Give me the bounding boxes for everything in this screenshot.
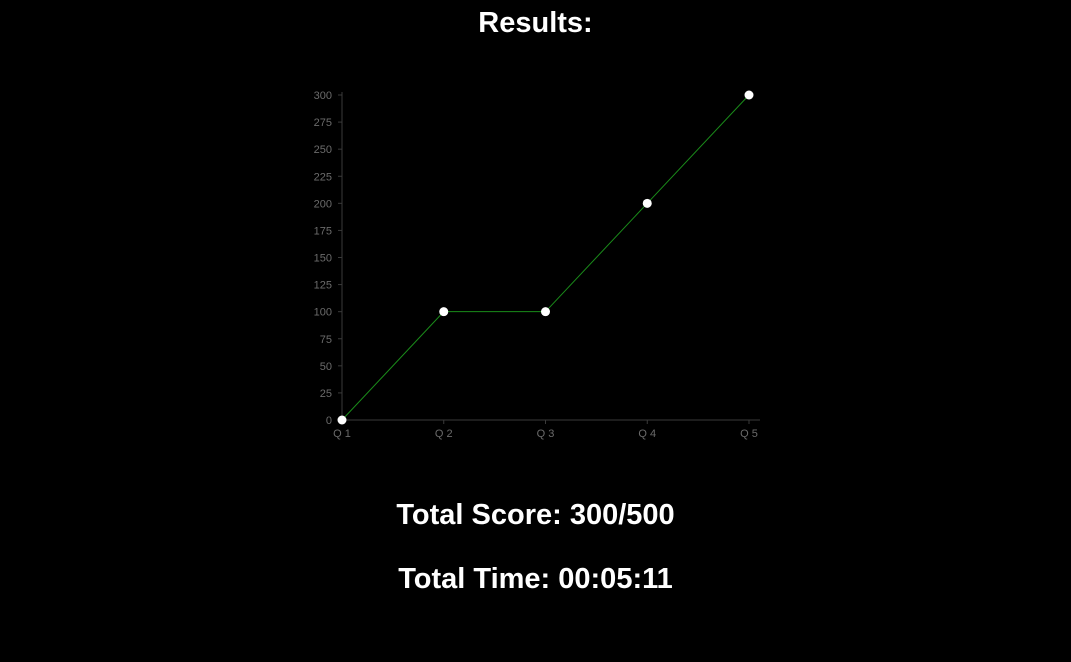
- y-tick-label: 75: [320, 334, 332, 346]
- y-tick-label: 275: [314, 117, 332, 129]
- y-tick-label: 300: [314, 90, 332, 102]
- score-point: [541, 307, 550, 317]
- y-tick-label: 150: [314, 253, 332, 265]
- y-tick-label: 100: [314, 307, 332, 319]
- y-tick-label: 50: [320, 361, 332, 373]
- total-score: Total Score: 300/500: [396, 499, 675, 531]
- y-tick-label: 0: [326, 415, 332, 427]
- y-tick-label: 250: [314, 144, 332, 156]
- y-tick-label: 175: [314, 225, 332, 237]
- total-time: Total Time: 00:05:11: [398, 563, 673, 595]
- x-tick-label: Q 2: [435, 428, 453, 440]
- score-point: [439, 307, 449, 317]
- x-axis-ticks: Q 1 Q 2 Q 3 Q 4 Q 5: [333, 420, 758, 440]
- x-tick-label: Q 1: [333, 428, 351, 440]
- score-points: [337, 90, 754, 425]
- score-line: [341, 94, 750, 421]
- y-tick-label: 125: [314, 280, 332, 292]
- score-point: [337, 415, 347, 425]
- score-point: [744, 90, 754, 100]
- y-tick-label: 200: [314, 198, 332, 210]
- score-point: [642, 198, 652, 208]
- x-tick-label: Q 3: [537, 428, 555, 440]
- y-axis-ticks: 0 25 50 75 100 125 150 175 200 225 250 275 300: [314, 90, 342, 427]
- y-tick-label: 225: [314, 171, 332, 183]
- x-tick-label: Q 5: [740, 428, 758, 440]
- results-title: Results:: [478, 7, 593, 39]
- chart-axes: [341, 92, 760, 421]
- y-tick-label: 25: [320, 388, 332, 400]
- score-series: [341, 94, 750, 421]
- x-tick-label: Q 4: [638, 428, 656, 440]
